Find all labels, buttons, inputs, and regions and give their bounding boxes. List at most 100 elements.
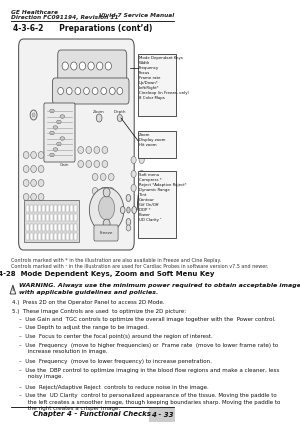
Ellipse shape bbox=[92, 187, 98, 195]
Ellipse shape bbox=[100, 173, 106, 181]
FancyBboxPatch shape bbox=[42, 214, 45, 221]
FancyBboxPatch shape bbox=[26, 204, 29, 212]
FancyBboxPatch shape bbox=[74, 224, 77, 230]
FancyBboxPatch shape bbox=[24, 200, 79, 242]
Ellipse shape bbox=[23, 165, 29, 173]
Ellipse shape bbox=[30, 110, 37, 120]
Ellipse shape bbox=[89, 187, 124, 232]
Ellipse shape bbox=[79, 62, 85, 70]
Polygon shape bbox=[10, 285, 16, 294]
Ellipse shape bbox=[110, 88, 115, 94]
FancyBboxPatch shape bbox=[34, 214, 37, 221]
FancyBboxPatch shape bbox=[70, 224, 73, 230]
Ellipse shape bbox=[71, 62, 77, 70]
Text: Controls marked with * in the illustration are also available in Freeze and Cine: Controls marked with * in the illustrati… bbox=[11, 258, 221, 263]
FancyBboxPatch shape bbox=[46, 224, 49, 230]
FancyBboxPatch shape bbox=[42, 233, 45, 240]
Text: Direction FC091194, Revision 11: Direction FC091194, Revision 11 bbox=[11, 15, 118, 20]
FancyBboxPatch shape bbox=[66, 204, 69, 212]
FancyBboxPatch shape bbox=[38, 214, 41, 221]
FancyBboxPatch shape bbox=[66, 233, 69, 240]
Ellipse shape bbox=[131, 170, 136, 178]
Ellipse shape bbox=[75, 88, 81, 94]
Ellipse shape bbox=[102, 161, 108, 167]
Ellipse shape bbox=[139, 156, 144, 164]
Text: GE Healthcare: GE Healthcare bbox=[11, 10, 58, 15]
Ellipse shape bbox=[31, 179, 37, 187]
Text: Zoom
Display zoom
Hit zoom: Zoom Display zoom Hit zoom bbox=[139, 133, 165, 147]
Text: WARNING. Always use the minimum power required to obtain acceptable images in ac: WARNING. Always use the minimum power re… bbox=[19, 283, 300, 295]
FancyBboxPatch shape bbox=[70, 214, 73, 221]
Ellipse shape bbox=[139, 170, 144, 178]
Ellipse shape bbox=[108, 173, 114, 181]
FancyBboxPatch shape bbox=[58, 214, 61, 221]
Ellipse shape bbox=[38, 179, 44, 187]
Ellipse shape bbox=[97, 62, 103, 70]
Ellipse shape bbox=[127, 207, 130, 213]
FancyBboxPatch shape bbox=[138, 131, 176, 158]
Text: –  Use the  UD Clarity  control to personalized appearance of the tissue. Moving: – Use the UD Clarity control to personal… bbox=[19, 394, 280, 411]
Ellipse shape bbox=[84, 88, 89, 94]
FancyBboxPatch shape bbox=[138, 54, 176, 116]
FancyBboxPatch shape bbox=[54, 233, 57, 240]
Text: –  Use  Focus to center the focal point(s) around the region of interest.: – Use Focus to center the focal point(s)… bbox=[19, 334, 212, 339]
FancyBboxPatch shape bbox=[74, 214, 77, 221]
Ellipse shape bbox=[100, 187, 106, 195]
Ellipse shape bbox=[126, 225, 131, 231]
Text: Controls marked with ¹ in the illustration are used for Cardiac Probes in softwa: Controls marked with ¹ in the illustrati… bbox=[11, 264, 268, 269]
FancyBboxPatch shape bbox=[74, 233, 77, 240]
Ellipse shape bbox=[126, 195, 131, 201]
Text: Depth: Depth bbox=[114, 110, 126, 114]
Text: Freeze: Freeze bbox=[99, 231, 113, 235]
Ellipse shape bbox=[23, 193, 29, 201]
FancyBboxPatch shape bbox=[62, 233, 65, 240]
Ellipse shape bbox=[94, 147, 100, 153]
Text: –  Use Gain and  TGC controls to optimize the overall image together with the  P: – Use Gain and TGC controls to optimize … bbox=[19, 317, 275, 322]
Ellipse shape bbox=[92, 88, 98, 94]
Ellipse shape bbox=[50, 131, 54, 135]
FancyBboxPatch shape bbox=[38, 204, 41, 212]
Ellipse shape bbox=[78, 147, 84, 153]
Text: –  Use Depth to adjust the range to be imaged.: – Use Depth to adjust the range to be im… bbox=[19, 326, 148, 331]
Ellipse shape bbox=[31, 151, 37, 159]
Text: Chapter 4 - Functional Checks: Chapter 4 - Functional Checks bbox=[33, 411, 151, 417]
Ellipse shape bbox=[58, 88, 64, 94]
FancyBboxPatch shape bbox=[50, 233, 53, 240]
Ellipse shape bbox=[53, 126, 58, 129]
FancyBboxPatch shape bbox=[30, 214, 33, 221]
FancyBboxPatch shape bbox=[58, 233, 61, 240]
FancyBboxPatch shape bbox=[30, 233, 33, 240]
Ellipse shape bbox=[62, 62, 68, 70]
FancyBboxPatch shape bbox=[148, 408, 175, 422]
FancyBboxPatch shape bbox=[138, 171, 176, 238]
Text: Mode Dependant Keys
Width
Frequency
Focus
Frame rate
Up/Down*
Left/Right*
Cinelo: Mode Dependant Keys Width Frequency Focu… bbox=[139, 56, 189, 100]
Ellipse shape bbox=[117, 114, 122, 122]
FancyBboxPatch shape bbox=[58, 50, 127, 82]
FancyBboxPatch shape bbox=[54, 224, 57, 230]
FancyBboxPatch shape bbox=[54, 214, 57, 221]
Ellipse shape bbox=[120, 207, 125, 213]
Ellipse shape bbox=[94, 161, 100, 167]
FancyBboxPatch shape bbox=[50, 204, 53, 212]
FancyBboxPatch shape bbox=[46, 233, 49, 240]
FancyBboxPatch shape bbox=[62, 204, 65, 212]
Ellipse shape bbox=[102, 147, 108, 153]
Ellipse shape bbox=[38, 165, 44, 173]
FancyBboxPatch shape bbox=[42, 224, 45, 230]
FancyBboxPatch shape bbox=[34, 204, 37, 212]
Ellipse shape bbox=[139, 184, 144, 192]
Text: !: ! bbox=[12, 287, 14, 292]
FancyBboxPatch shape bbox=[50, 224, 53, 230]
FancyBboxPatch shape bbox=[44, 103, 75, 162]
Ellipse shape bbox=[31, 165, 37, 173]
FancyBboxPatch shape bbox=[30, 224, 33, 230]
Ellipse shape bbox=[57, 142, 61, 146]
FancyBboxPatch shape bbox=[70, 204, 73, 212]
FancyBboxPatch shape bbox=[66, 214, 69, 221]
FancyBboxPatch shape bbox=[62, 214, 65, 221]
Text: Soft menu
Compress *
Reject *Adaptive Reject*
Dynamic Range
Tint
Contour
Gif On/: Soft menu Compress * Reject *Adaptive Re… bbox=[139, 173, 186, 222]
Ellipse shape bbox=[38, 193, 44, 201]
Text: 4 - 33: 4 - 33 bbox=[151, 412, 173, 418]
Ellipse shape bbox=[23, 151, 29, 159]
FancyBboxPatch shape bbox=[42, 204, 45, 212]
